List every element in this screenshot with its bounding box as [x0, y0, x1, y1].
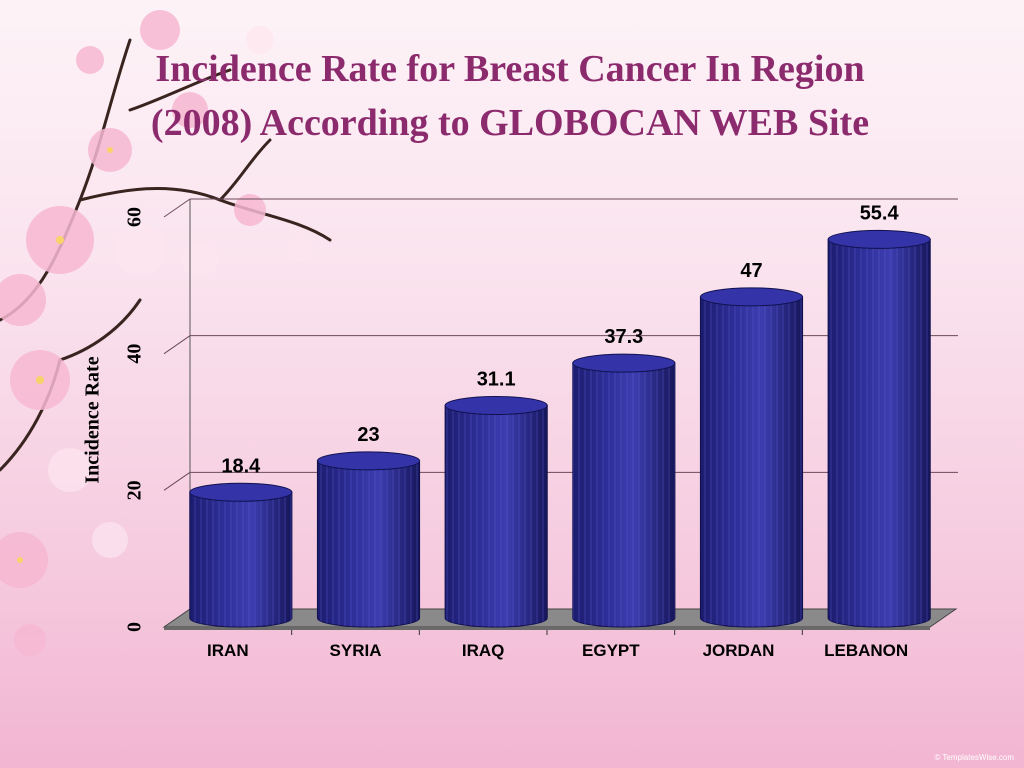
bar-cap [572, 353, 676, 373]
bar-cap [444, 395, 548, 415]
bar-texture [700, 296, 803, 627]
bar-texture [572, 363, 675, 628]
slide-title: Incidence Rate for Breast Cancer In Regi… [40, 42, 980, 150]
x-tick-label: LEBANON [824, 641, 908, 660]
bar-texture [828, 239, 931, 628]
data-label: 31.1 [477, 368, 516, 390]
bar-texture [189, 492, 292, 627]
data-label: 55.4 [860, 202, 900, 224]
bar-cap [189, 482, 293, 502]
x-tick-label: SYRIA [330, 641, 382, 660]
x-tick-label: EGYPT [582, 641, 640, 660]
bar-cap [699, 287, 804, 307]
chart-floor-edge [164, 627, 930, 630]
data-label: 18.4 [221, 455, 261, 477]
watermark: © TemplatesWise.com [934, 753, 1014, 762]
y-tick-label: 20 [124, 480, 146, 500]
data-label: 47 [740, 260, 762, 282]
data-label: 23 [357, 424, 379, 446]
y-tick-label: 0 [124, 622, 146, 632]
gridline-diagonal [163, 198, 191, 218]
title-line-1: Incidence Rate for Breast Cancer In Regi… [155, 48, 865, 90]
bar-texture [317, 460, 420, 628]
data-label: 37.3 [604, 326, 643, 348]
gridline-diagonal [163, 471, 191, 491]
y-tick-label: 60 [124, 207, 146, 227]
x-tick-label: JORDAN [703, 641, 775, 660]
bar-cap [316, 451, 421, 471]
x-tick-label: IRAQ [462, 641, 505, 660]
bar-texture [445, 405, 548, 627]
title-line-2: (2008) According to GLOBOCAN WEB Site [150, 102, 870, 144]
x-tick-label: IRAN [207, 641, 249, 660]
cherry-blossom-decoration [0, 10, 332, 656]
bar-cap [827, 229, 931, 249]
y-axis-label: Incidence Rate [81, 356, 104, 484]
y-tick-label: 40 [124, 344, 146, 364]
gridline-diagonal [163, 335, 191, 355]
